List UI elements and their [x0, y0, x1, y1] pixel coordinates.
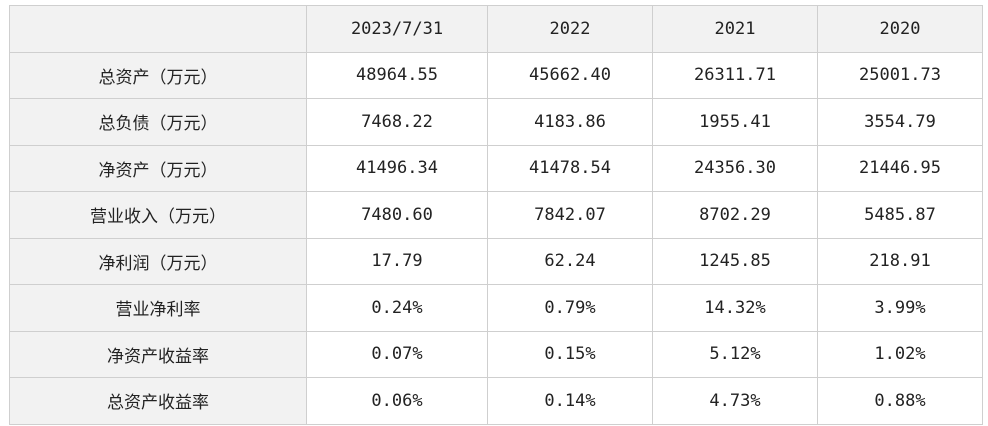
- table-cell: 3.99%: [817, 284, 983, 332]
- table-cell: 4183.86: [487, 98, 653, 146]
- table-cell: 0.79%: [487, 284, 653, 332]
- table-cell: 0.14%: [487, 377, 653, 425]
- row-header: 营业净利率: [9, 284, 307, 332]
- table-cell: 1955.41: [652, 98, 818, 146]
- table-cell: 0.15%: [487, 330, 653, 378]
- row-header: 总负债（万元）: [9, 98, 307, 146]
- table-cell: 41478.54: [487, 144, 653, 192]
- row-header: 营业收入（万元）: [9, 191, 307, 239]
- financial-table-container: 2023/7/31 2022 2021 2020 总资产（万元） 48964.5…: [9, 5, 983, 425]
- table-cell: 8702.29: [652, 191, 818, 239]
- row-header: 总资产收益率: [9, 377, 307, 425]
- table-row: 净利润（万元） 17.79 62.24 1245.85 218.91: [9, 237, 983, 285]
- row-header: 总资产（万元）: [9, 51, 307, 99]
- table-cell: 4.73%: [652, 377, 818, 425]
- table-cell: 218.91: [817, 237, 983, 285]
- column-header: 2022: [487, 5, 653, 53]
- row-header: 净资产（万元）: [9, 144, 307, 192]
- table-cell: 41496.34: [306, 144, 488, 192]
- table-row: 营业收入（万元） 7480.60 7842.07 8702.29 5485.87: [9, 191, 983, 239]
- table-cell: 0.24%: [306, 284, 488, 332]
- table-cell: 17.79: [306, 237, 488, 285]
- table-cell: 45662.40: [487, 51, 653, 99]
- table-cell: 7468.22: [306, 98, 488, 146]
- table-row: 总资产（万元） 48964.55 45662.40 26311.71 25001…: [9, 51, 983, 99]
- table-cell: 1.02%: [817, 330, 983, 378]
- table-cell: 48964.55: [306, 51, 488, 99]
- table-cell: 5.12%: [652, 330, 818, 378]
- corner-cell: [9, 5, 307, 53]
- table-cell: 0.06%: [306, 377, 488, 425]
- financial-table: 2023/7/31 2022 2021 2020 总资产（万元） 48964.5…: [9, 5, 983, 425]
- column-header: 2023/7/31: [306, 5, 488, 53]
- table-row: 净资产收益率 0.07% 0.15% 5.12% 1.02%: [9, 330, 983, 378]
- table-cell: 7842.07: [487, 191, 653, 239]
- table-cell: 26311.71: [652, 51, 818, 99]
- header-row: 2023/7/31 2022 2021 2020: [9, 5, 983, 53]
- row-header: 净利润（万元）: [9, 237, 307, 285]
- column-header: 2021: [652, 5, 818, 53]
- table-cell: 62.24: [487, 237, 653, 285]
- table-cell: 25001.73: [817, 51, 983, 99]
- table-row: 总负债（万元） 7468.22 4183.86 1955.41 3554.79: [9, 98, 983, 146]
- table-row: 总资产收益率 0.06% 0.14% 4.73% 0.88%: [9, 377, 983, 425]
- table-row: 营业净利率 0.24% 0.79% 14.32% 3.99%: [9, 284, 983, 332]
- table-cell: 5485.87: [817, 191, 983, 239]
- table-cell: 3554.79: [817, 98, 983, 146]
- table-cell: 7480.60: [306, 191, 488, 239]
- table-cell: 21446.95: [817, 144, 983, 192]
- table-cell: 24356.30: [652, 144, 818, 192]
- table-cell: 1245.85: [652, 237, 818, 285]
- row-header: 净资产收益率: [9, 330, 307, 378]
- table-cell: 14.32%: [652, 284, 818, 332]
- table-row: 净资产（万元） 41496.34 41478.54 24356.30 21446…: [9, 144, 983, 192]
- column-header: 2020: [817, 5, 983, 53]
- table-cell: 0.88%: [817, 377, 983, 425]
- table-cell: 0.07%: [306, 330, 488, 378]
